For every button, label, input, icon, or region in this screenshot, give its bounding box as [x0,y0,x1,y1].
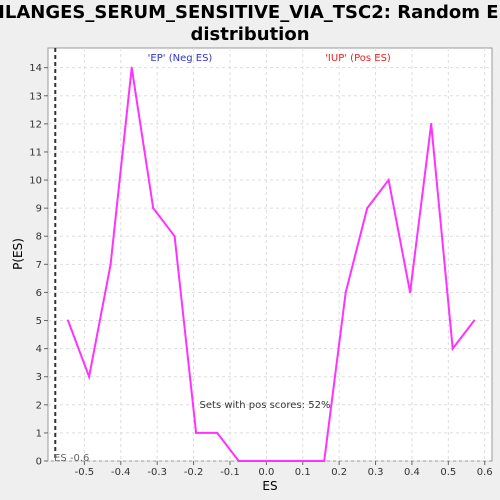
y-tick-label: 3 [36,372,42,383]
axis-ticks: -0.5 -0.4 -0.3 -0.2 -0.1 0.0 0.1 0.2 0.3 0.4 0.5 0.… [29,63,492,478]
plot-area [47,47,493,462]
es-distribution-line [67,67,475,462]
x-tick-label: -0.3 [147,467,167,478]
x-tick-label: -0.5 [75,467,95,478]
data-point [366,207,369,210]
data-point [301,460,304,462]
chart-title-line2: distribution [190,24,309,45]
x-tick-label: 0.2 [331,467,347,478]
data-point [409,291,412,294]
y-tick-label: 0 [36,457,42,468]
data-point [344,291,347,294]
x-tick-label: 0.5 [440,467,456,478]
y-tick-label: 1 [36,428,42,439]
grid-lines [48,48,492,462]
data-point [259,460,262,462]
data-point [88,375,91,378]
pos-scores-label: Sets with pos scores: 52% [200,400,331,411]
x-tick-label: -0.2 [184,467,204,478]
neg-es-label: 'EP' (Neg ES) [148,53,213,64]
y-tick-label: 7 [36,260,42,271]
data-point [67,319,70,322]
y-tick-label: 6 [36,288,42,299]
y-tick-label: 10 [29,176,42,187]
data-point [451,347,454,350]
y-axis-label: P(ES) [11,238,25,270]
y-tick-label: 12 [29,119,42,130]
y-tick-label: 11 [29,147,42,158]
x-tick-label: 0.1 [295,467,311,478]
data-point [109,263,112,266]
data-points [67,66,476,462]
data-point [216,431,219,434]
y-tick-label: 8 [36,232,42,243]
data-point [473,319,476,322]
data-point [195,431,198,434]
chart-title-line1: BILANGES_SERUM_SENSITIVE_VIA_TSC2: Rando… [0,2,500,23]
data-point [387,179,390,182]
y-tick-label: 2 [36,400,42,411]
y-tick-label: 9 [36,204,42,215]
es-marker-label: ES -0.6 [54,453,89,464]
y-tick-label: 13 [29,91,42,102]
x-tick-label: 0.3 [368,467,384,478]
data-point [280,460,283,462]
x-axis-label: ES [262,479,277,493]
y-tick-label: 4 [36,344,42,355]
data-point [130,66,133,69]
x-tick-label: 0.4 [404,467,420,478]
x-tick-label: 0.0 [258,467,274,478]
data-point [152,207,155,210]
pos-es-label: 'IUP' (Pos ES) [325,53,391,64]
data-point [173,235,176,238]
x-tick-label: -0.1 [220,467,240,478]
x-tick-label: 0.6 [477,467,493,478]
y-tick-label: 14 [29,63,42,74]
data-point [323,460,326,462]
y-tick-label: 5 [36,316,42,327]
data-point [430,122,433,125]
x-tick-label: -0.4 [111,467,131,478]
data-point [237,460,240,462]
